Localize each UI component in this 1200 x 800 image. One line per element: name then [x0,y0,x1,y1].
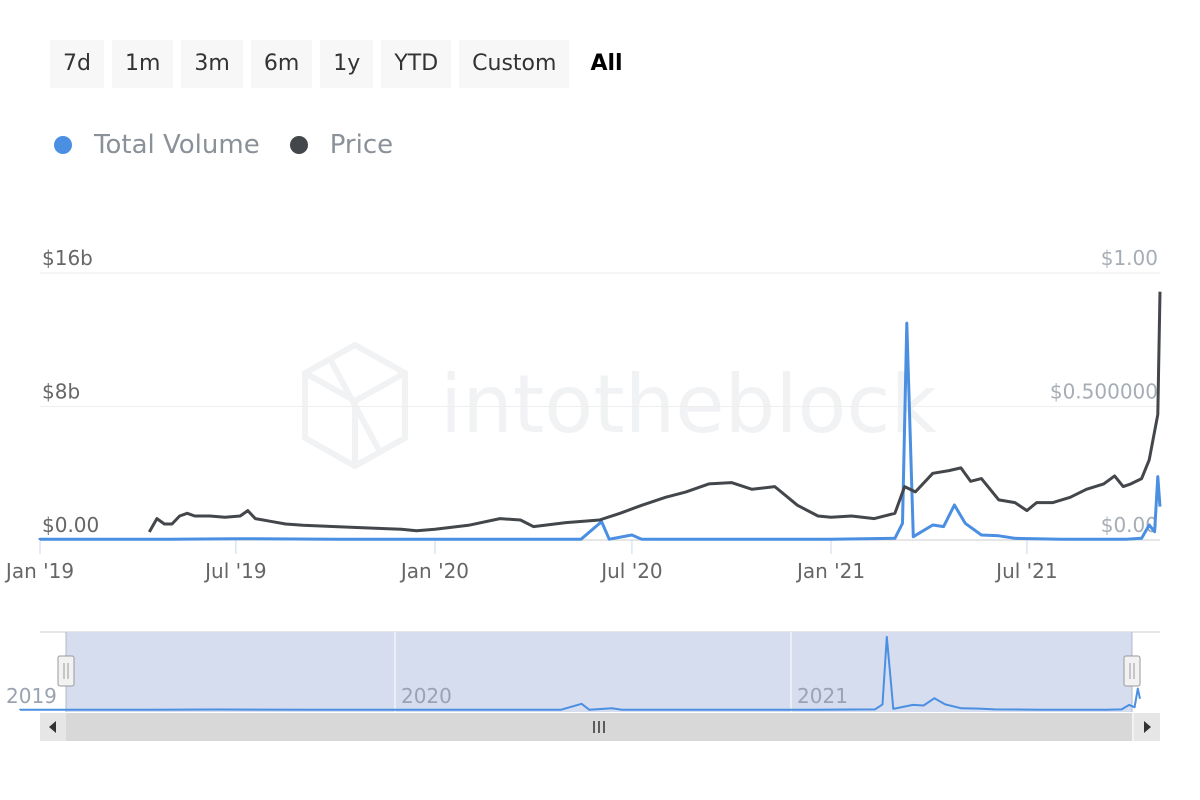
x-tick-label: Jan '19 [4,559,74,583]
navigator-left-handle[interactable] [57,655,75,687]
series [38,291,1162,541]
x-axis: Jan '19 Jul '19 Jan '20 Jul '20 Jan '21 Jul '… [4,540,1058,583]
legend-label-price: Price [329,130,394,160]
handle-body [57,655,75,687]
range-1m-button[interactable]: 1m [111,40,174,88]
navigator-selected-range [66,632,1132,712]
range-selector: 7d 1m 3m 6m 1y YTD Custom All [50,40,644,88]
range-3m-button[interactable]: 3m [181,40,243,88]
volume-dot-icon [54,136,72,154]
right-axis: $0.00$0.500000$1.00 [1050,246,1158,537]
x-tick-label: Jan '20 [399,559,469,583]
watermark: intotheblock [302,341,937,470]
price-line [147,291,1162,533]
right-tick-label: $1.00 [1101,246,1158,270]
range-1y-button[interactable]: 1y [320,40,374,88]
legend: Total Volume Price [54,130,423,160]
range-all-button[interactable]: All [577,40,636,88]
range-6m-button[interactable]: 6m [250,40,313,88]
scroll-left-arrow-icon [49,721,56,733]
legend-label-volume: Total Volume [94,130,260,160]
range-custom-button[interactable]: Custom [459,40,570,88]
intotheblock-logo-icon [302,341,408,470]
navigator-volume-line [19,635,1141,711]
scrollbar[interactable] [40,713,1160,741]
handle-body [1123,655,1141,687]
range-ytd-button[interactable]: YTD [381,40,452,88]
navigator-year-label: 2019 [6,684,57,708]
total-volume-line [38,321,1162,541]
x-tick-label: Jul '19 [203,559,266,583]
left-tick-label: $8b [42,380,80,404]
left-tick-label: $0.00 [42,513,99,537]
left-tick-label: $16b [42,246,93,270]
left-axis: $0.00 $8b $16b [42,246,99,537]
legend-item-volume[interactable]: Total Volume [54,130,260,160]
scroll-right-arrow-icon [1144,721,1151,733]
navigator: 2019 2020 2021 [0,631,1160,741]
x-tick-label: Jul '21 [994,559,1057,583]
legend-item-price[interactable]: Price [289,130,394,160]
gridlines [40,272,1160,541]
x-tick-label: Jan '21 [795,559,865,583]
navigator-year-label: 2021 [797,684,848,708]
watermark-text: intotheblock [440,358,937,451]
range-7d-button[interactable]: 7d [50,40,104,88]
navigator-right-handle[interactable] [1123,655,1141,687]
right-tick-label: $0.500000 [1050,380,1158,404]
price-dot-icon [289,136,308,154]
x-tick-label: Jul '20 [599,559,662,583]
navigator-year-label: 2020 [401,684,452,708]
